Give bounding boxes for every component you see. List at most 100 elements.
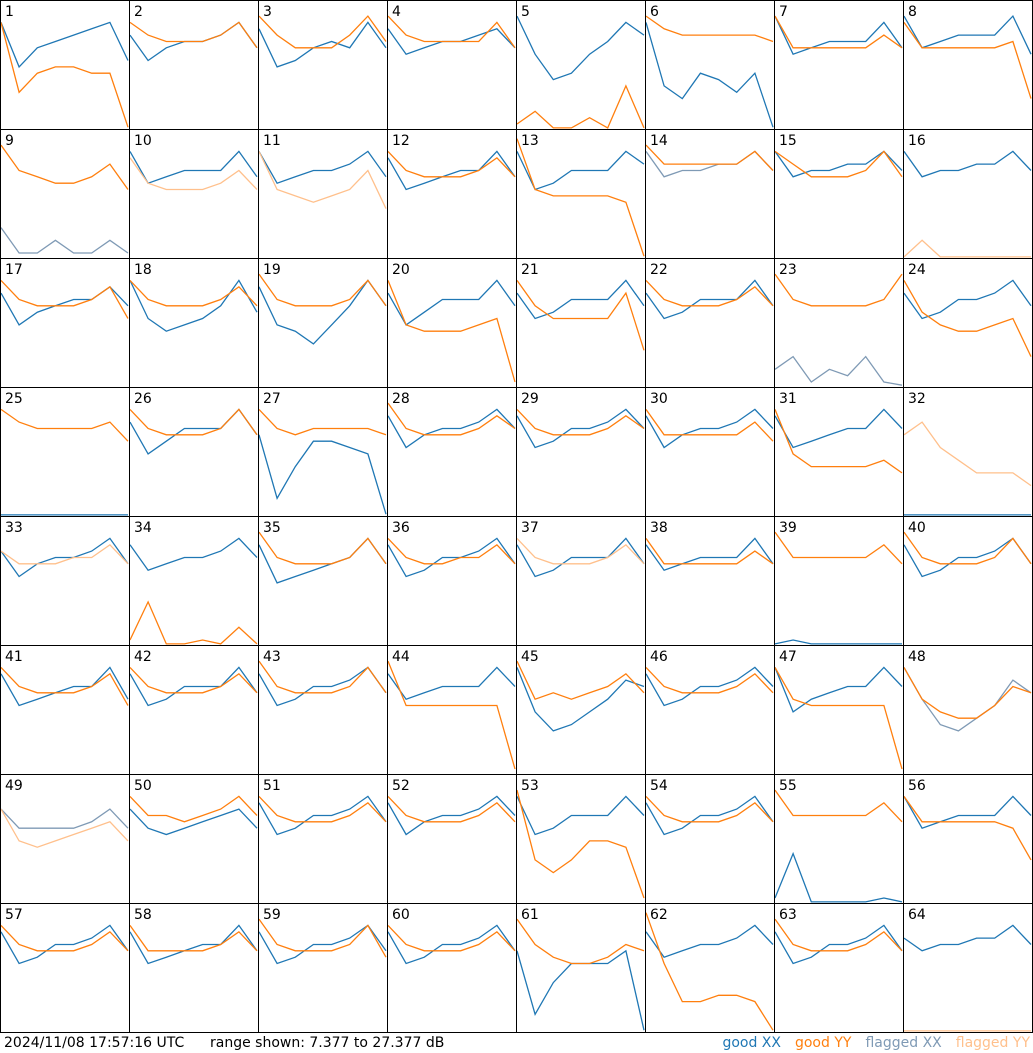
trace-yy	[387, 280, 516, 383]
trace-xx	[129, 666, 258, 707]
trace-yy	[0, 22, 129, 128]
panel-label: 55	[779, 778, 797, 794]
trace-xx	[516, 150, 645, 191]
trace-yy	[774, 789, 903, 823]
panel-label: 14	[650, 133, 668, 149]
trace-yy	[129, 157, 258, 191]
trace-yy	[387, 150, 516, 178]
panel-label: 17	[5, 262, 23, 278]
trace-xx	[387, 279, 516, 326]
trace-xx	[645, 22, 774, 128]
panel-label: 30	[650, 391, 668, 407]
panel-label: 62	[650, 907, 668, 923]
trace-xx	[129, 924, 258, 965]
trace-yy	[645, 795, 774, 823]
trace-yy	[516, 408, 645, 436]
panel-label: 9	[5, 133, 14, 149]
panel: 54	[645, 774, 775, 904]
trace-yy	[0, 279, 129, 319]
trace-yy	[0, 924, 129, 952]
trace-yy	[129, 925, 258, 952]
trace-yy	[774, 273, 903, 307]
trace-xx	[387, 537, 516, 578]
trace-xx	[387, 150, 516, 191]
range-text: range shown: 7.377 to 27.377 dB	[210, 1035, 444, 1051]
panel-label: 29	[521, 391, 539, 407]
panel-label: 18	[134, 262, 152, 278]
panel-label: 54	[650, 778, 668, 794]
trace-xx	[645, 537, 774, 571]
panel-label: 26	[134, 391, 152, 407]
trace-yy	[258, 15, 387, 49]
panel: 59	[258, 903, 388, 1033]
trace-yy	[387, 15, 516, 49]
panel: 38	[645, 516, 775, 646]
panel-label: 27	[263, 391, 281, 407]
panel-label: 8	[908, 4, 917, 20]
trace-xx	[0, 666, 129, 707]
trace-xx	[129, 279, 258, 332]
trace-yy	[387, 795, 516, 823]
panel-label: 60	[392, 907, 410, 923]
trace-xx	[516, 667, 645, 732]
timestamp: 2024/11/08 17:57:16 UTC	[4, 1035, 184, 1051]
trace-xx	[129, 808, 258, 836]
trace-yy	[129, 666, 258, 694]
trace-yy	[645, 666, 774, 694]
panel-label: 25	[5, 391, 23, 407]
panel-label: 38	[650, 520, 668, 536]
trace-xx	[645, 408, 774, 449]
legend-entry: flagged XX	[865, 1035, 942, 1051]
trace-xx	[0, 227, 129, 254]
trace-yy	[129, 21, 258, 49]
trace-yy	[258, 660, 387, 694]
panel-label: 51	[263, 778, 281, 794]
trace-yy	[516, 660, 645, 701]
trace-yy	[258, 795, 387, 823]
trace-xx	[387, 795, 516, 836]
panel-label: 40	[908, 520, 926, 536]
trace-xx	[774, 639, 902, 645]
trace-xx	[0, 808, 129, 829]
panel-label: 57	[5, 907, 23, 923]
trace-yy	[516, 789, 645, 899]
legend-entry: good XX	[722, 1035, 781, 1051]
trace-xx	[516, 279, 645, 320]
trace-yy	[258, 408, 387, 436]
panel-label: 45	[521, 649, 539, 665]
panel-label: 56	[908, 778, 926, 794]
panel-label: 50	[134, 778, 152, 794]
trace-yy	[258, 918, 387, 958]
trace-yy	[129, 408, 258, 436]
trace-yy	[516, 84, 645, 129]
trace-xx	[258, 21, 387, 68]
panel-label: 28	[392, 391, 410, 407]
panel-label: 1	[5, 4, 14, 20]
trace-xx	[387, 666, 516, 700]
panel-label: 39	[779, 520, 797, 536]
trace-yy	[516, 918, 645, 965]
trace-xx	[0, 924, 129, 965]
trace-xx	[903, 924, 1032, 952]
trace-xx	[258, 279, 387, 345]
panel-label: 35	[263, 520, 281, 536]
trace-yy	[645, 409, 774, 442]
trace-xx	[258, 666, 387, 707]
panel-label: 31	[779, 391, 797, 407]
trace-xx	[129, 537, 258, 571]
panel-label: 2	[134, 4, 143, 20]
panel: 35	[258, 516, 388, 646]
trace-yy	[645, 538, 774, 565]
panel-label: 13	[521, 133, 539, 149]
panel: 11	[258, 129, 388, 259]
panel-label: 64	[908, 907, 926, 923]
panel-label: 43	[263, 649, 281, 665]
panel-label: 24	[908, 262, 926, 278]
trace-yy	[516, 537, 645, 565]
panel: 55	[774, 774, 904, 904]
trace-xx	[387, 408, 516, 449]
panel-label: 21	[521, 262, 539, 278]
trace-xx	[645, 279, 774, 320]
trace-xx	[387, 924, 516, 965]
trace-yy	[903, 22, 1032, 99]
